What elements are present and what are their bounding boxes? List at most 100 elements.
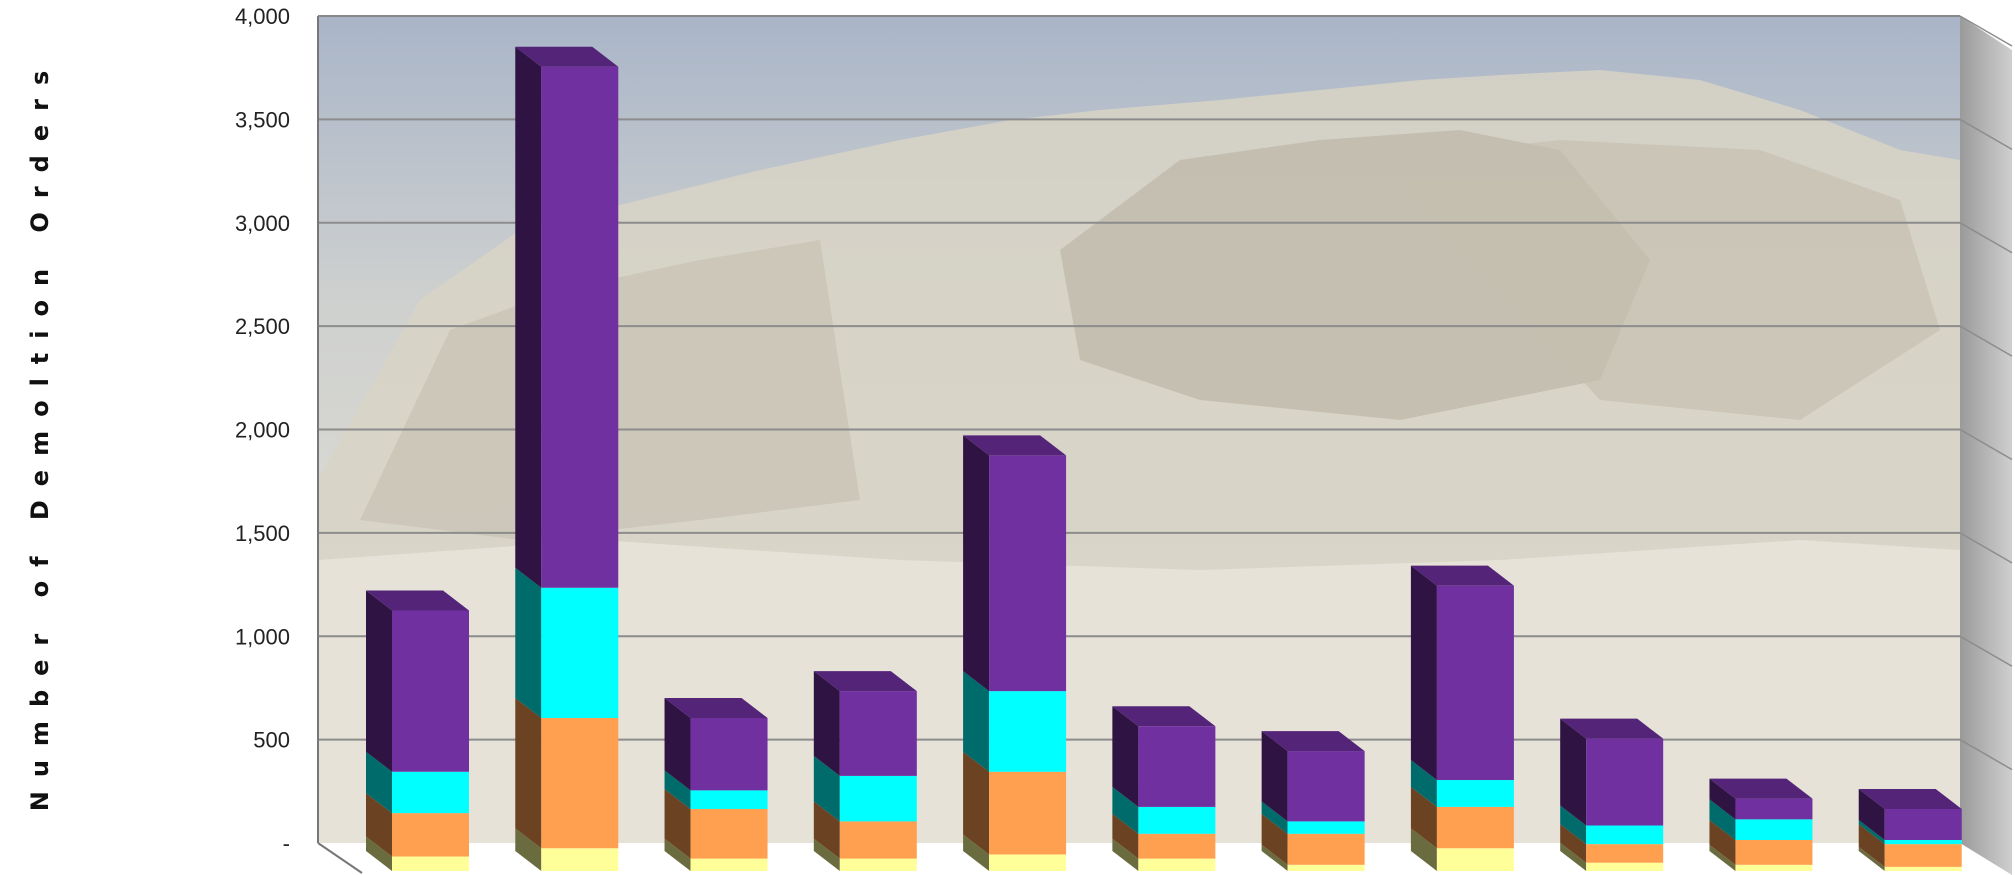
bar-side-segment bbox=[1261, 801, 1288, 834]
bar-side-segment bbox=[1560, 718, 1587, 826]
bar-segment bbox=[1735, 839, 1813, 865]
bar-segment bbox=[1436, 585, 1514, 781]
bar-side-segment bbox=[664, 838, 691, 871]
bar-side-segment bbox=[515, 828, 542, 871]
bar-side-segment bbox=[813, 801, 840, 859]
bar-side-segment bbox=[1560, 842, 1587, 871]
bar-side-segment bbox=[1858, 846, 1885, 871]
bar-segment bbox=[541, 66, 619, 588]
y-tick-label: 500 bbox=[253, 728, 290, 753]
bar-segment bbox=[989, 691, 1067, 772]
bar-segment bbox=[690, 858, 768, 871]
bar-side-segment bbox=[1261, 844, 1288, 871]
floor-edge bbox=[317, 842, 363, 874]
gridline-side bbox=[1959, 118, 2013, 151]
bar-top-cap bbox=[1261, 731, 1365, 752]
bar-segment bbox=[1436, 806, 1514, 849]
bar-segment bbox=[1884, 844, 1962, 867]
bar-segment bbox=[392, 771, 469, 814]
bar-side-segment bbox=[963, 834, 990, 871]
bar-side-segment bbox=[813, 671, 840, 776]
bar-side-segment bbox=[813, 838, 840, 871]
bar-side-segment bbox=[1410, 760, 1437, 807]
bar-segment bbox=[989, 854, 1067, 871]
bar-segment bbox=[392, 856, 469, 871]
y-tick-label: - bbox=[283, 831, 290, 856]
bar-segment bbox=[1436, 848, 1514, 871]
bar-side-segment bbox=[664, 770, 691, 809]
bar-segment bbox=[839, 858, 917, 871]
bar-segment bbox=[1586, 825, 1664, 845]
bar-side-segment bbox=[1261, 813, 1288, 865]
bar-segment bbox=[392, 813, 469, 857]
y-tick-label: 1,000 bbox=[235, 624, 290, 649]
y-tick-label: 3,000 bbox=[235, 211, 290, 236]
bar-segment bbox=[1586, 738, 1664, 826]
bar-segment bbox=[1884, 866, 1962, 871]
gridline-side bbox=[1959, 15, 2013, 47]
bar-side-segment bbox=[1410, 565, 1437, 781]
bar-side-segment bbox=[515, 567, 542, 719]
bar-segment bbox=[989, 771, 1067, 855]
bar-top-cap bbox=[1560, 718, 1664, 739]
y-tick-label: 2,500 bbox=[235, 314, 290, 339]
bar-side-segment bbox=[1858, 824, 1885, 867]
bar-side-segment bbox=[813, 755, 840, 822]
bar-side-segment bbox=[366, 793, 392, 857]
bar-top-cap bbox=[1410, 565, 1514, 586]
bar-side-segment bbox=[1410, 786, 1437, 849]
bar-side-segment bbox=[1112, 706, 1139, 807]
gridline-side bbox=[1959, 738, 2013, 771]
y-axis-label: Number of Demoltion Orders bbox=[26, 57, 54, 811]
bar-segment bbox=[541, 718, 619, 849]
bar-segment bbox=[1436, 780, 1514, 807]
bar-side-segment bbox=[1112, 838, 1139, 871]
y-tick-label: 1,500 bbox=[235, 521, 290, 546]
bar-side-segment bbox=[1261, 731, 1288, 822]
gridline-side bbox=[1959, 222, 2013, 254]
bar-side-segment bbox=[664, 788, 691, 859]
bar-side-segment bbox=[1858, 788, 1885, 840]
bar-side-segment bbox=[1858, 819, 1885, 845]
bar-side-segment bbox=[1112, 813, 1139, 859]
bar-side-segment bbox=[515, 698, 542, 849]
gridline-side bbox=[1959, 428, 2013, 461]
bar-side-segment bbox=[366, 836, 392, 871]
bar-segment bbox=[1884, 839, 1962, 845]
bar-side-segment bbox=[963, 671, 990, 772]
bar-top-cap bbox=[664, 698, 768, 719]
bar-segment bbox=[1287, 821, 1365, 834]
bars bbox=[366, 46, 1962, 871]
bar-side-segment bbox=[1709, 778, 1736, 820]
bar-side-segment bbox=[1709, 844, 1736, 871]
bar-side-segment bbox=[664, 698, 691, 791]
bar-side-segment bbox=[963, 435, 990, 692]
bar-segment bbox=[1138, 726, 1216, 807]
bar-segment bbox=[1586, 862, 1664, 871]
bar-segment bbox=[1884, 808, 1962, 840]
bar-segment bbox=[1735, 798, 1813, 820]
bar-segment bbox=[1287, 864, 1365, 871]
bar-top-cap bbox=[813, 671, 917, 692]
bar-segment bbox=[989, 455, 1067, 692]
bar-segment bbox=[392, 610, 469, 772]
bar-top-cap bbox=[963, 435, 1067, 456]
bar-side-segment bbox=[366, 751, 392, 814]
bar-segment bbox=[1586, 844, 1664, 863]
bar-side-segment bbox=[515, 46, 542, 588]
bar-top-cap bbox=[515, 46, 619, 67]
bar-side-segment bbox=[1709, 819, 1736, 865]
bar-side-segment bbox=[1560, 805, 1587, 845]
bar-segment bbox=[1138, 833, 1216, 859]
bar-segment bbox=[541, 848, 619, 871]
bar-top-cap bbox=[1709, 778, 1813, 799]
gridline-side bbox=[1959, 635, 2013, 667]
bar-segment bbox=[690, 808, 768, 859]
bar-top-cap bbox=[1112, 706, 1216, 727]
y-tick-label: 2,000 bbox=[235, 418, 290, 443]
bar-segment bbox=[1138, 858, 1216, 871]
y-tick-label: 3,500 bbox=[235, 107, 290, 132]
y-tick-label: 4,000 bbox=[235, 4, 290, 29]
